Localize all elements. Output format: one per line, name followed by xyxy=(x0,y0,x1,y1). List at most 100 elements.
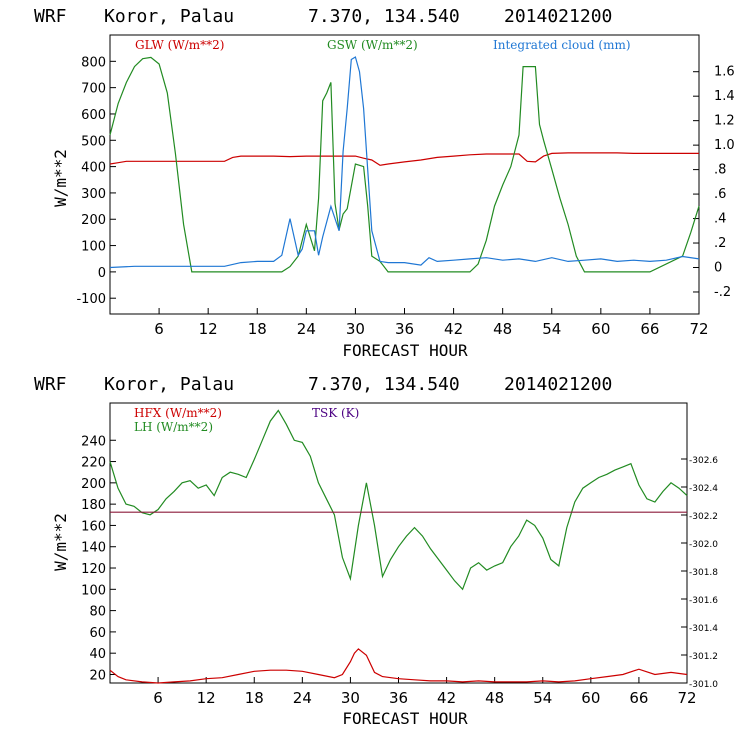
top-y-tick-label: 400 xyxy=(81,161,106,176)
bottom-y-tick-label: 120 xyxy=(81,562,106,577)
legend-lh: LH (W/m**2) xyxy=(134,420,213,434)
bottom-location: Koror, Palau xyxy=(104,374,234,395)
legend-tsk: TSK (K) xyxy=(312,406,359,420)
top-y2-tick-label: 1.2 xyxy=(714,114,735,129)
top-y2-tick-label: -.2 xyxy=(714,285,731,300)
top-x-tick-label: 66 xyxy=(640,320,659,338)
bottom-run: 2014021200 xyxy=(504,374,612,395)
top-y-tick-label: 300 xyxy=(81,187,106,202)
top-y-tick-label: 200 xyxy=(81,213,106,228)
legend-gsw: GSW (W/m**2) xyxy=(327,38,418,52)
top-series-line-1 xyxy=(109,56,700,273)
top-y-label: W/m**2 xyxy=(51,149,70,207)
bottom-y-tick-label: 240 xyxy=(81,434,106,449)
bottom-y2-tick-label: -302.4 xyxy=(689,484,718,494)
top-header: WRF Koror, Palau 7.370, 134.540 20140212… xyxy=(34,6,612,27)
bottom-series-line-0 xyxy=(109,648,688,684)
bottom-header: WRF Koror, Palau 7.370, 134.540 20140212… xyxy=(34,374,612,395)
top-x-tick-label: 12 xyxy=(199,320,218,338)
top-y2-tick-label: 1.4 xyxy=(714,89,735,104)
top-chart: -100 0 100 200 300 400 500 600 700 800 -.2 0 .2 .4 .6… xyxy=(51,34,735,360)
bottom-series-line-1 xyxy=(109,409,688,591)
bottom-series-group xyxy=(109,409,688,684)
bottom-y2-tick-label: -302.0 xyxy=(689,540,718,550)
top-y-tick-label: 500 xyxy=(81,134,106,149)
top-y-tick-label: 700 xyxy=(81,82,106,97)
top-y2-tick-label: .8 xyxy=(714,163,726,178)
top-y-axis: -100 0 100 200 300 400 500 600 700 800 xyxy=(76,55,116,307)
top-y-tick-label: 0 xyxy=(98,266,106,281)
top-model: WRF xyxy=(34,6,67,27)
bottom-x-tick-label: 54 xyxy=(533,689,552,707)
bottom-x-tick-label: 42 xyxy=(437,689,456,707)
bottom-y-tick-label: 200 xyxy=(81,477,106,492)
bottom-y2-tick-label: -302.2 xyxy=(689,512,718,522)
bottom-y-tick-label: 100 xyxy=(81,583,106,598)
bottom-y-tick-label: 140 xyxy=(81,541,106,556)
bottom-coords: 7.370, 134.540 xyxy=(308,374,460,395)
top-x-tick-label: 24 xyxy=(297,320,316,338)
bottom-y2-tick-label: -301.4 xyxy=(689,624,718,634)
bottom-y-axis: 20 40 60 80 100 120 140 160 180 200 220 240 xyxy=(81,434,116,683)
top-y-tick-label: 100 xyxy=(81,240,106,255)
bottom-model: WRF xyxy=(34,374,67,395)
bottom-x-tick-label: 36 xyxy=(389,689,408,707)
top-y-tick-label: 600 xyxy=(81,108,106,123)
legend-glw: GLW (W/m**2) xyxy=(135,38,224,52)
top-y-tick-label: -100 xyxy=(76,292,106,307)
top-x-tick-label: 30 xyxy=(346,320,365,338)
bottom-y-tick-label: 180 xyxy=(81,498,106,513)
legend-cloud: Integrated cloud (mm) xyxy=(493,38,631,52)
bottom-y-label: W/m**2 xyxy=(51,513,70,571)
bottom-x-axis: 6 12 18 24 30 36 42 48 54 60 66 72 xyxy=(153,677,697,707)
top-x-tick-label: 36 xyxy=(395,320,414,338)
top-y-tick-label: 800 xyxy=(81,55,106,70)
bottom-y-tick-label: 60 xyxy=(89,626,106,641)
bottom-y-tick-label: 80 xyxy=(89,605,106,620)
bottom-x-label: FORECAST HOUR xyxy=(342,709,468,728)
bottom-x-tick-label: 72 xyxy=(677,689,696,707)
top-run: 2014021200 xyxy=(504,6,612,27)
top-series-line-2 xyxy=(109,56,700,269)
bottom-y-tick-label: 40 xyxy=(89,647,106,662)
top-x-tick-label: 54 xyxy=(542,320,561,338)
top-coords: 7.370, 134.540 xyxy=(308,6,460,27)
bottom-x-tick-label: 12 xyxy=(197,689,216,707)
bottom-y2-tick-label: -302.6 xyxy=(689,456,718,466)
bottom-y2-tick-label: -301.2 xyxy=(689,652,718,662)
top-x-axis: 6 12 18 24 30 36 42 48 54 60 66 72 xyxy=(154,308,709,338)
top-y2-tick-label: 1.0 xyxy=(714,138,735,153)
bottom-y2-tick-label: -301.0 xyxy=(689,680,718,690)
top-x-tick-label: 42 xyxy=(444,320,463,338)
bottom-x-tick-label: 6 xyxy=(153,689,163,707)
bottom-y-tick-label: 220 xyxy=(81,456,106,471)
legend-hfx: HFX (W/m**2) xyxy=(134,406,222,420)
top-x-tick-label: 60 xyxy=(591,320,610,338)
top-y2-tick-label: 1.6 xyxy=(714,65,735,80)
bottom-x-tick-label: 18 xyxy=(245,689,264,707)
bottom-y2-tick-label: -301.8 xyxy=(689,568,718,578)
top-series-line-0 xyxy=(109,152,699,166)
top-y2-tick-label: .6 xyxy=(714,187,726,202)
bottom-x-tick-label: 66 xyxy=(629,689,648,707)
top-x-tick-label: 72 xyxy=(689,320,708,338)
top-y2-tick-label: .4 xyxy=(714,212,726,227)
bottom-x-tick-label: 48 xyxy=(485,689,504,707)
bottom-y-tick-label: 20 xyxy=(89,668,106,683)
top-x-tick-label: 48 xyxy=(493,320,512,338)
top-y2-tick-label: 0 xyxy=(714,261,722,276)
bottom-y-tick-label: 160 xyxy=(81,519,106,534)
top-x-tick-label: 18 xyxy=(248,320,267,338)
bottom-plot-frame xyxy=(109,402,688,684)
top-x-tick-label: 6 xyxy=(154,320,164,338)
top-x-label: FORECAST HOUR xyxy=(342,341,468,360)
top-location: Koror, Palau xyxy=(104,6,234,27)
bottom-y2-tick-label: -301.6 xyxy=(689,596,718,606)
bottom-x-tick-label: 60 xyxy=(581,689,600,707)
bottom-x-tick-label: 30 xyxy=(341,689,360,707)
bottom-y2-axis: -301.0 -301.2 -301.4 -301.6 -301.8 -302.0 -302… xyxy=(681,456,718,690)
top-series-group xyxy=(109,56,700,273)
top-y2-tick-label: .2 xyxy=(714,236,726,251)
